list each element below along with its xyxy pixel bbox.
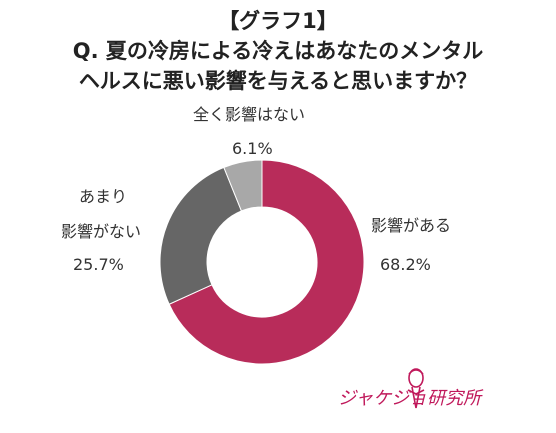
chart-title: 【グラフ1】 Q. 夏の冷房による冷えはあなたのメンタル ヘルスに悪い影響を与え… [0,6,556,96]
slice-label-affected: 影響がある [371,216,452,235]
logo-text: ジャケジョ研究所 [338,388,482,409]
slice-value-affected: 68.2% [380,255,431,274]
title-line-2: Q. 夏の冷房による冷えはあなたのメンタル [72,39,484,63]
slice-value-none: 6.1% [232,139,273,158]
slice-label-notmuch-line2: 影響がない [61,222,142,241]
brand-logo: ジャケジョ研究所 [338,364,544,424]
slice-affected [168,159,365,365]
slice-label-none: 全く影響はない [193,105,306,124]
title-line-3: ヘルスに悪い影響を与えると思いますか？ [78,69,478,93]
logo-mark [407,368,425,409]
slice-none [223,159,263,212]
title-line-1: 【グラフ1】 [218,9,338,33]
slice-value-notmuch: 25.7% [73,255,124,274]
slice-not-much [159,166,243,305]
slice-label-notmuch-line1: あまり [79,187,128,206]
